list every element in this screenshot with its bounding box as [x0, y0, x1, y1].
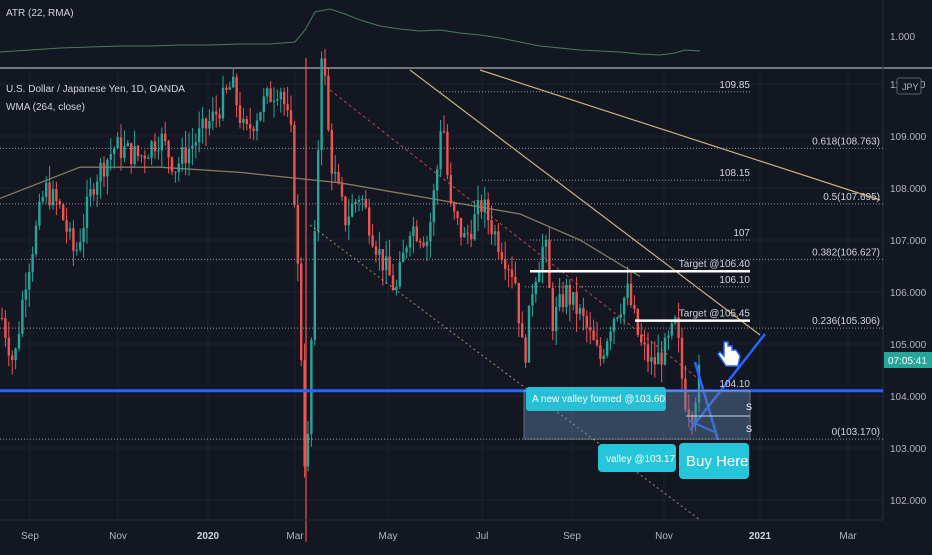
x-tick-9: Mar	[839, 531, 857, 542]
current-price-text: 07:05:41	[888, 356, 927, 367]
grid	[0, 70, 883, 520]
new-valley-callout: A new valley formed @103.60	[526, 387, 666, 411]
y-tick-6: 104.000	[890, 392, 927, 403]
price-axis[interactable]: 110.000109.000108.000107.000106.000105.0…	[890, 80, 927, 507]
wma-label: WMA (264, close)	[6, 102, 85, 113]
valley-callout: valley @103.17	[598, 444, 676, 472]
x-tick-2: 2020	[197, 531, 220, 542]
x-tick-1: Nov	[109, 531, 127, 542]
y-tick-7: 103.000	[890, 444, 927, 455]
new-valley-text: A new valley formed @103.60	[532, 394, 665, 405]
pointer-hand-icon	[717, 341, 741, 367]
level-label-0: 109.85	[719, 80, 750, 91]
level-label-2: 107	[733, 228, 750, 239]
x-tick-4: May	[379, 531, 398, 542]
y-tick-3: 107.000	[890, 236, 927, 247]
currency-badge-text: JPY	[902, 82, 919, 92]
levels: 109.85 108.15 107 106.10 104.10 0.618(108.763…	[0, 80, 883, 440]
atr-axis-value: 1.000	[890, 32, 915, 43]
x-tick-3: Mar	[286, 531, 304, 542]
buy-here-callout: Buy Here	[679, 443, 749, 479]
atr-line	[0, 8, 701, 56]
level-label-3: 106.10	[719, 275, 750, 286]
target-label-1: Target @105.45	[679, 309, 751, 320]
buy-here-text: Buy Here	[686, 453, 749, 470]
atr-background	[0, 0, 883, 68]
x-tick-8: 2021	[749, 531, 772, 542]
support-mark-0: S	[746, 402, 752, 412]
wma-line	[0, 166, 641, 277]
atr-label: ATR (22, RMA)	[6, 8, 74, 19]
y-tick-4: 106.000	[890, 288, 927, 299]
time-axis[interactable]: Sep Nov 2020 Mar May Jul Sep Nov 2021 Mar	[0, 519, 883, 542]
fib-label-2: 0.382(106.627)	[812, 247, 880, 258]
candles	[0, 48, 701, 542]
fib-label-1: 0.5(107.695)	[823, 192, 880, 203]
y-tick-2: 108.000	[890, 184, 927, 195]
x-tick-5: Jul	[476, 531, 489, 542]
level-label-4: 104.10	[719, 379, 750, 390]
atr-pane: ATR (22, RMA) 1.000	[0, 0, 915, 68]
level-label-1: 108.15	[719, 168, 750, 179]
current-price-marker: 07:05:41	[884, 352, 932, 368]
x-tick-6: Sep	[563, 531, 581, 542]
x-tick-0: Sep	[21, 531, 39, 542]
chart-title: U.S. Dollar / Japanese Yen, 1D, OANDA	[6, 84, 185, 95]
x-tick-7: Nov	[655, 531, 673, 542]
support-mark-1: S	[746, 424, 752, 434]
fib-label-4: 0(103.170)	[832, 427, 880, 438]
currency-badge[interactable]: JPY	[896, 77, 922, 95]
y-tick-5: 105.000	[890, 340, 927, 351]
fib-label-3: 0.236(105.306)	[812, 316, 880, 327]
y-tick-8: 102.000	[890, 496, 927, 507]
target-label-0: Target @106.40	[679, 259, 751, 270]
y-tick-1: 109.000	[890, 132, 927, 143]
fib-label-0: 0.618(108.763)	[812, 136, 880, 147]
valley-text: valley @103.17	[606, 454, 676, 465]
